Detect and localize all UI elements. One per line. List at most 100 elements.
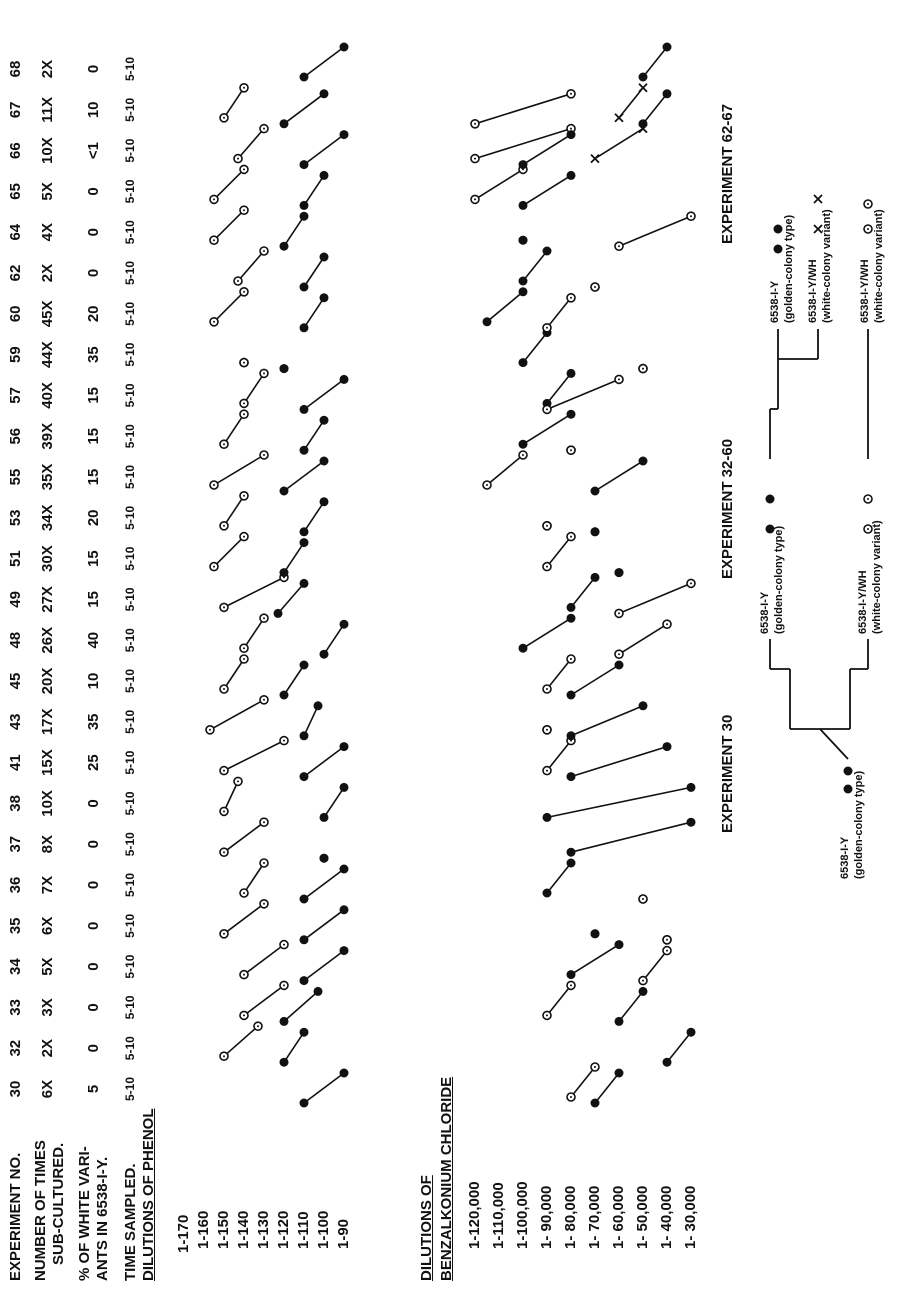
golden-colony-point — [614, 1068, 624, 1078]
white-variant-point-center — [237, 780, 239, 783]
series-segment-55 — [486, 454, 524, 486]
white-variant-point-center — [486, 484, 488, 486]
white-variant-point-center — [570, 92, 572, 95]
golden-colony-point — [339, 42, 349, 52]
golden-colony-point — [614, 568, 624, 578]
series-segment-56 — [223, 413, 245, 445]
series-segment-60 — [546, 297, 572, 329]
cross-point — [638, 83, 648, 93]
series-segment-55 — [594, 460, 644, 492]
series-segment-41 — [570, 745, 668, 778]
white-variant-point-center — [546, 565, 548, 568]
white-variant-point-center — [257, 1025, 259, 1028]
golden-colony-point — [566, 170, 576, 180]
white-variant-point-center — [690, 215, 692, 218]
white-variant-point-center — [618, 612, 620, 615]
white-variant-point-center — [546, 1014, 548, 1017]
golden-colony-point — [299, 282, 309, 292]
white-variant-point-center — [546, 408, 548, 411]
series-segment-45 — [546, 658, 572, 690]
golden-colony-point — [638, 456, 648, 466]
golden-colony-point — [299, 578, 309, 588]
white-variant-point-center — [642, 367, 644, 370]
white-variant-point-center — [570, 658, 572, 660]
white-variant-point-center — [243, 494, 245, 497]
series-segment-48 — [323, 623, 345, 655]
series-segment-36 — [303, 868, 345, 900]
golden-colony-point — [299, 211, 309, 221]
white-variant-point-center — [474, 122, 476, 125]
white-variant-point-center — [263, 862, 265, 864]
white-variant-point-center — [618, 378, 620, 381]
golden-colony-point — [279, 1057, 289, 1067]
series-segment-34 — [642, 950, 668, 982]
series-segment-49 — [223, 576, 285, 609]
golden-colony-point — [319, 649, 329, 659]
white-variant-point-center — [570, 1096, 572, 1098]
golden-colony-point — [339, 130, 349, 140]
series-segment-30 — [570, 1066, 596, 1098]
series-segment-64 — [213, 209, 245, 241]
white-variant-point-center — [690, 582, 692, 585]
series-segment-48 — [618, 623, 668, 655]
golden-colony-point — [313, 986, 323, 996]
legend-golden-label: 6538-I-Y — [759, 591, 771, 634]
golden-colony-point — [313, 701, 323, 711]
golden-colony-point — [319, 853, 329, 863]
golden-colony-point — [542, 888, 552, 898]
white-variant-point-center — [213, 320, 215, 323]
golden-colony-point — [566, 368, 576, 378]
series-segment-34 — [243, 943, 285, 976]
series-segment-49 — [570, 576, 596, 608]
golden-colony-point — [279, 486, 289, 496]
white-variant-point-center — [213, 198, 215, 201]
golden-colony-point — [319, 812, 329, 822]
golden-colony-point — [279, 690, 289, 700]
series-segment-32 — [223, 1025, 259, 1057]
white-variant-point-center — [223, 443, 225, 446]
golden-colony-point — [542, 246, 552, 256]
golden-colony-point — [299, 935, 309, 945]
series-segment-65 — [522, 174, 572, 207]
golden-colony-point — [686, 782, 696, 792]
series-segment-67 — [642, 93, 668, 125]
legend-white-label: 6538-I-Y/WH — [857, 570, 869, 634]
white-variant-point-center — [867, 228, 869, 230]
white-variant-point-center — [223, 1055, 225, 1058]
golden-colony-point — [339, 946, 349, 956]
series-segment-62 — [522, 250, 548, 282]
golden-colony-point — [299, 1027, 309, 1037]
golden-colony-point — [566, 130, 576, 140]
golden-colony-point — [614, 660, 624, 670]
white-variant-point-center — [867, 203, 869, 205]
golden-colony-point — [319, 293, 329, 303]
white-variant-point-center — [263, 617, 265, 620]
golden-colony-point — [518, 200, 528, 210]
white-variant-point-center — [263, 250, 265, 252]
series-segment-57 — [546, 372, 572, 404]
legend-parent-note: (golden-colony type) — [853, 770, 865, 879]
series-segment-56 — [522, 413, 572, 445]
golden-colony-point — [566, 731, 576, 741]
golden-colony-point — [765, 494, 775, 504]
series-segment-68 — [642, 46, 668, 78]
white-variant-point-center — [867, 528, 869, 530]
series-segment-62 — [237, 250, 265, 282]
series-segment-38 — [223, 781, 239, 812]
golden-colony-point — [638, 986, 648, 996]
golden-colony-point — [299, 772, 309, 782]
legend-g4wh-note: (white-colony variant) — [821, 209, 833, 323]
white-variant-point-center — [223, 688, 225, 690]
golden-colony-point — [279, 1016, 289, 1026]
golden-colony-point — [590, 1098, 600, 1108]
series-segment-65 — [213, 168, 245, 200]
golden-colony-point — [843, 784, 853, 794]
white-variant-point-center — [243, 892, 245, 894]
white-variant-point-center — [213, 565, 215, 568]
golden-colony-point — [686, 1027, 696, 1037]
golden-colony-point — [773, 224, 783, 234]
golden-colony-point — [765, 524, 775, 534]
series-segment-53 — [223, 495, 245, 527]
series-segment-34 — [303, 949, 345, 982]
